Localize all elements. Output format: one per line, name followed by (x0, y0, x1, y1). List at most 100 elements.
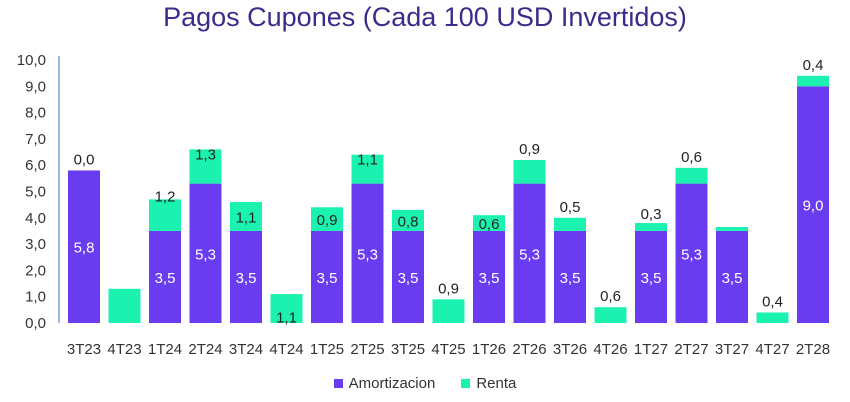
bar-renta (756, 312, 789, 323)
bar-renta (797, 75, 829, 87)
legend-label-amortizacion: Amortizacion (348, 375, 436, 392)
bar-amortizacion (797, 86, 829, 323)
data-label-renta: 0,6 (681, 149, 702, 166)
data-label-renta: 1,3 (195, 146, 216, 163)
x-tick-label: 2T28 (796, 341, 830, 358)
x-tick-label: 3T24 (229, 341, 263, 358)
data-label-amortizacion: 5,3 (195, 246, 216, 263)
x-tick-label: 4T23 (107, 341, 141, 358)
y-tick-label: 0,0 (25, 315, 46, 332)
bar-amortizacion (716, 230, 748, 323)
bar-amortizacion (675, 183, 708, 323)
data-label-renta: 1,1 (276, 310, 297, 327)
bar-renta (513, 159, 546, 184)
y-tick-label: 10,0 (17, 52, 46, 69)
bar-amortizacion (189, 183, 222, 323)
data-label-renta: 1,2 (155, 188, 176, 205)
bar-renta (432, 299, 465, 323)
chart-legend: Amortizacion Renta (0, 375, 850, 392)
bar-renta (270, 294, 303, 323)
bar-amortizacion (68, 170, 100, 323)
data-label-renta: 0,9 (519, 141, 540, 158)
data-label-amortizacion: 3,5 (317, 270, 338, 287)
bar-amortizacion (635, 230, 667, 323)
data-label-amortizacion: 3,5 (641, 270, 662, 287)
data-label-renta: 1,1 (236, 209, 257, 226)
bar-renta (230, 202, 262, 231)
x-tick-label: 1T24 (148, 341, 182, 358)
y-tick-label: 6,0 (25, 157, 46, 174)
y-tick-label: 4,0 (25, 210, 46, 227)
data-label-amortizacion: 3,5 (560, 270, 581, 287)
x-tick-label: 1T27 (634, 341, 668, 358)
legend-item-renta: Renta (461, 375, 516, 392)
data-label-amortizacion: 5,3 (357, 246, 378, 263)
chart-title: Pagos Cupones (Cada 100 USD Invertidos) (163, 2, 687, 32)
x-tick-label: 1T25 (310, 341, 344, 358)
data-label-amortizacion: 9,0 (803, 198, 824, 215)
data-label-renta: 0,6 (600, 288, 621, 305)
y-tick-label: 3,0 (25, 236, 46, 253)
y-tick-label: 8,0 (25, 105, 46, 122)
data-label-renta: 0,4 (762, 293, 783, 310)
data-label-renta: 0,6 (479, 216, 500, 233)
data-label-renta: 0,4 (803, 57, 824, 74)
bar-renta (716, 227, 748, 231)
data-label-renta: 0,3 (641, 206, 662, 223)
bar-renta (554, 217, 586, 231)
legend-label-renta: Renta (476, 375, 517, 392)
y-tick-label: 7,0 (25, 131, 46, 148)
data-label-amortizacion: 3,5 (722, 270, 743, 287)
bar-amortizacion (230, 230, 262, 323)
data-label-amortizacion: 3,5 (155, 270, 176, 287)
bar-amortizacion (513, 183, 546, 323)
bar-renta (311, 207, 343, 231)
bar-renta (149, 199, 181, 231)
data-label-renta: 0,9 (317, 212, 338, 229)
bar-amortizacion (392, 230, 424, 323)
x-tick-label: 3T27 (715, 341, 749, 358)
data-label-renta: 1,1 (357, 152, 378, 169)
data-label-amortizacion: 5,3 (519, 246, 540, 263)
bar-amortizacion (311, 230, 343, 323)
x-tick-label: 3T25 (391, 341, 425, 358)
data-label-amortizacion: 3,5 (398, 270, 419, 287)
data-label-amortizacion: 3,5 (236, 270, 257, 287)
bar-renta (189, 149, 222, 184)
x-tick-label: 2T26 (512, 341, 546, 358)
x-tick-label: 4T24 (269, 341, 303, 358)
x-tick-label: 1T26 (472, 341, 506, 358)
legend-item-amortizacion: Amortizacion (333, 375, 436, 392)
bar-renta (108, 288, 141, 323)
y-tick-label: 1,0 (25, 289, 46, 306)
bar-amortizacion (473, 230, 505, 323)
y-tick-label: 5,0 (25, 184, 46, 201)
data-label-renta: 0,8 (398, 213, 419, 230)
x-tick-label: 4T26 (593, 341, 627, 358)
bar-amortizacion (351, 183, 384, 323)
x-tick-label: 2T24 (188, 341, 222, 358)
legend-swatch-renta (461, 379, 471, 388)
x-tick-label: 4T27 (755, 341, 789, 358)
x-tick-label: 2T27 (674, 341, 708, 358)
bar-amortizacion (554, 230, 586, 323)
y-tick-label: 2,0 (25, 262, 46, 279)
bar-renta (473, 215, 505, 231)
x-tick-label: 3T23 (67, 341, 101, 358)
legend-swatch-amortizacion (333, 379, 343, 388)
bar-renta (635, 223, 667, 231)
bar-amortizacion (149, 230, 181, 323)
data-label-renta: 0,5 (560, 199, 581, 216)
x-tick-label: 4T25 (431, 341, 465, 358)
data-label-renta: 0,0 (74, 151, 95, 168)
data-label-amortizacion: 3,5 (479, 270, 500, 287)
bar-renta (594, 307, 627, 323)
x-tick-label: 2T25 (350, 341, 384, 358)
data-label-renta: 0,9 (438, 280, 459, 297)
x-tick-label: 3T26 (553, 341, 587, 358)
data-label-amortizacion: 5,3 (681, 246, 702, 263)
y-tick-label: 9,0 (25, 78, 46, 95)
bar-renta (392, 209, 424, 231)
bar-renta (675, 167, 708, 184)
